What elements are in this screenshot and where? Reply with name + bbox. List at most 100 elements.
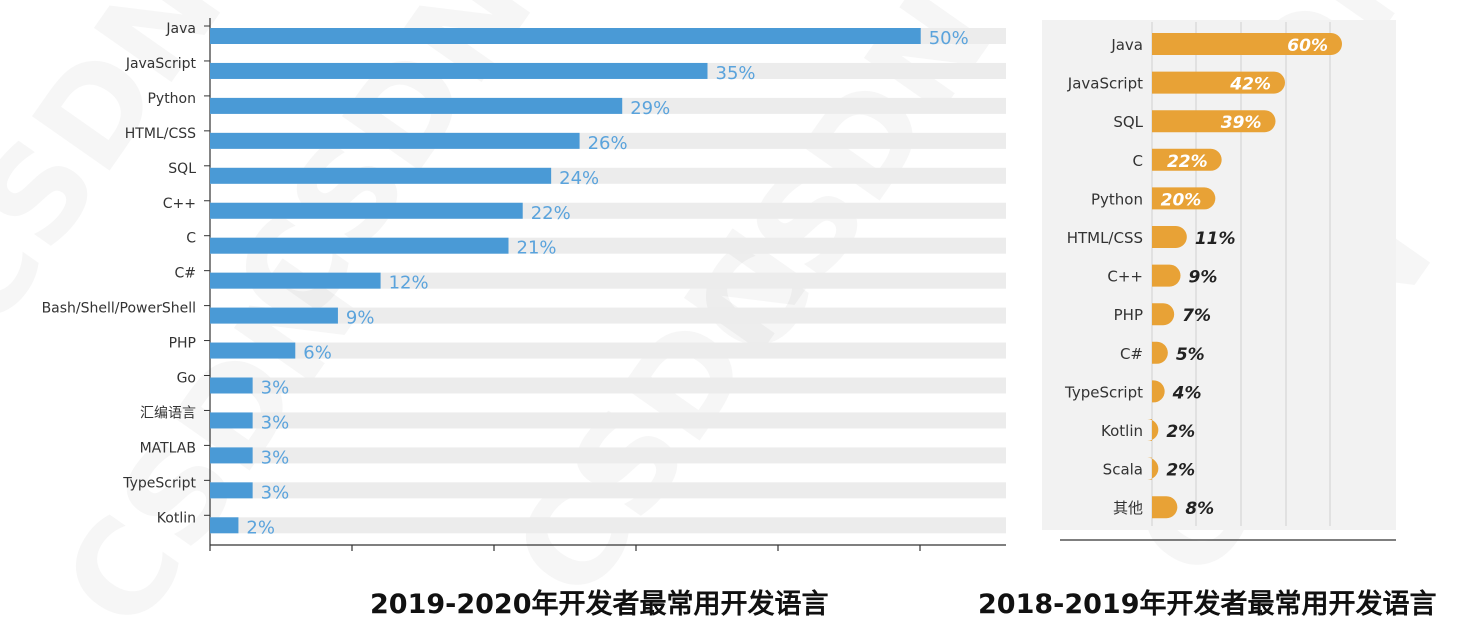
left-value-label-sql-4: 24% [559,168,599,189]
left-track-php-9 [210,342,1006,359]
left-category-label-python-2: Python [147,91,196,107]
right-category-label-java-0: Java [1110,36,1143,54]
left-bar-bash-shell-powershell-8 [210,307,338,324]
right-value-label-php-7: 7% [1182,306,1211,326]
right-category-label-javascript-1: JavaScript [1067,75,1143,93]
right-value-label-python-4: 20% [1161,190,1202,210]
left-bar-other-11 [210,412,253,429]
left-track-csharp-7 [210,272,1006,289]
left-value-label-go-10: 3% [261,378,290,399]
left-value-label-c-6: 21% [517,238,557,259]
left-value-label-javascript-1: 35% [716,63,756,84]
right-category-label-scala-11: Scala [1103,461,1143,479]
right-bar-chart: Java 60% JavaScript 42% SQL 39% C 22% Python 20% H… [1042,20,1396,541]
right-value-label-scala-11: 2% [1166,461,1195,481]
right-category-label-c-3: C [1133,152,1143,170]
left-track-go-10 [210,377,1006,394]
right-bar-kotlin-10 [1147,419,1159,441]
left-value-label-python-2: 29% [630,98,670,119]
left-value-label-php-9: 6% [303,343,332,364]
right-bar-typescript-9 [1152,380,1165,403]
right-value-label-c-3: 22% [1167,152,1208,172]
left-bar-c-6 [210,237,509,254]
right-value-label-typescript-9: 4% [1172,383,1202,403]
left-track-kotlin-14 [210,517,1006,534]
right-category-label-php-7: PHP [1114,306,1143,324]
left-bar-php-9 [210,342,296,359]
left-category-label-kotlin-14: Kotlin [157,510,196,526]
left-category-label-php-9: PHP [169,336,196,352]
right-bar-scala-11 [1147,457,1159,480]
left-value-label-typescript-13: 3% [261,482,290,503]
right-category-label-other-12: 其他 [1113,499,1143,517]
right-bar-javascript-1 [1152,71,1285,94]
left-category-label-matlab-12: MATLAB [140,440,196,456]
left-category-label-typescript-13: TypeScript [122,475,196,491]
right-chart-background [1042,20,1396,530]
left-category-label-sql-4: SQL [168,161,196,177]
left-track-matlab-12 [210,447,1006,464]
right-value-label-javascript-1: 42% [1229,75,1271,95]
right-value-label-html-css-5: 11% [1195,229,1236,249]
left-category-label-cplusplus-5: C++ [163,196,196,212]
left-bar-python-2 [210,97,623,114]
right-bar-java-0 [1152,33,1342,55]
left-bar-chart: Java 50% JavaScript 35% Python 29% HTML/CSS 26%… [42,18,1006,551]
left-category-label-bash-shell-powershell-8: Bash/Shell/PowerShell [42,301,196,317]
right-category-label-html-css-5: HTML/CSS [1067,229,1143,247]
right-category-label-kotlin-10: Kotlin [1101,422,1143,440]
left-category-label-html-css-3: HTML/CSS [125,126,196,142]
left-value-label-java-0: 50% [929,28,969,49]
left-value-label-html-css-3: 26% [588,133,628,154]
left-bar-matlab-12 [210,447,253,464]
left-bar-html-css-3 [210,132,580,149]
left-value-label-other-11: 3% [261,412,290,433]
left-bar-java-0 [210,28,921,44]
left-bar-sql-4 [210,167,552,184]
right-category-label-python-4: Python [1091,190,1143,208]
right-value-label-cplusplus-6: 9% [1189,268,1218,288]
left-bar-csharp-7 [210,272,381,289]
left-chart-title: 2019-2020年开发者最常用开发语言 [370,589,829,620]
right-category-label-cplusplus-6: C++ [1107,268,1143,286]
left-category-label-go-10: Go [177,371,196,387]
left-value-label-bash-shell-powershell-8: 9% [346,308,375,329]
left-value-label-matlab-12: 3% [261,447,290,468]
right-value-label-other-12: 8% [1185,499,1214,519]
left-category-label-javascript-1: JavaScript [125,56,197,72]
right-bar-cplusplus-6 [1152,264,1181,287]
right-category-label-csharp-8: C# [1120,345,1143,363]
left-bar-cplusplus-5 [210,202,523,219]
right-category-label-sql-2: SQL [1113,113,1143,131]
left-value-label-cplusplus-5: 22% [531,203,571,224]
left-category-label-java-0: Java [165,21,196,37]
left-bar-go-10 [210,377,253,394]
right-value-label-csharp-8: 5% [1176,345,1205,365]
left-track-other-11 [210,412,1006,429]
left-track-typescript-13 [210,482,1006,499]
left-track-bash-shell-powershell-8 [210,307,1006,324]
right-category-label-typescript-9: TypeScript [1064,383,1143,401]
right-value-label-java-0: 60% [1287,36,1328,56]
right-bar-php-7 [1152,303,1175,326]
right-value-label-sql-2: 39% [1221,113,1262,133]
left-value-label-kotlin-14: 2% [246,517,275,538]
csdn-watermark-2: CSDN [34,233,393,636]
right-bar-sql-2 [1152,110,1276,133]
right-bar-python-4 [1152,187,1216,210]
csdn-watermark-4: CSDN [664,0,1023,385]
left-bar-kotlin-14 [210,517,239,534]
right-chart-title: 2018-2019年开发者最常用开发语言 [978,589,1437,620]
left-category-label-c-6: C [186,231,196,247]
left-bar-javascript-1 [210,62,708,79]
right-value-label-kotlin-10: 2% [1166,422,1195,442]
right-bar-c-3 [1152,148,1222,171]
left-category-label-csharp-7: C# [174,266,196,282]
right-bar-html-css-5 [1152,226,1187,248]
left-category-label-other-11: 汇编语言 [140,405,196,421]
left-bar-typescript-13 [210,482,253,499]
right-bar-csharp-8 [1152,341,1168,364]
left-value-label-csharp-7: 12% [389,273,429,294]
right-bar-other-12 [1152,496,1178,519]
